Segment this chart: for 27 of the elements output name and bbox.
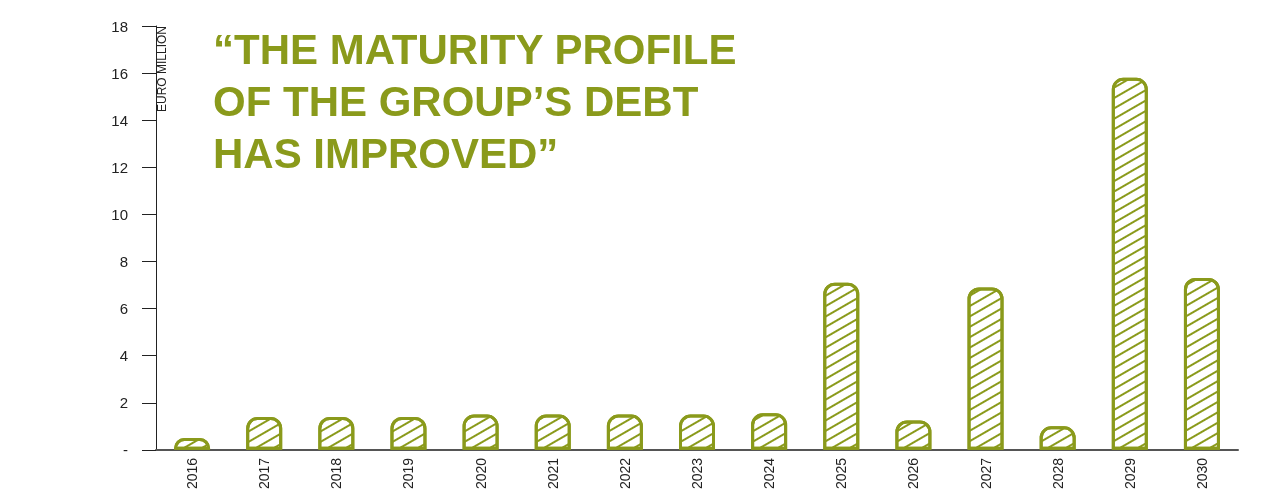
x-tick-label: 2016 xyxy=(184,457,201,490)
y-tick-label: 10 xyxy=(111,205,128,223)
y-tick-label: 16 xyxy=(111,64,128,82)
x-tick-label: 2021 xyxy=(544,457,561,490)
x-tick-label: 2027 xyxy=(977,457,994,490)
y-tick-label: - xyxy=(123,441,128,459)
x-tick-label: 2024 xyxy=(761,457,778,490)
x-tick-label: 2026 xyxy=(905,457,922,490)
x-tick-label: 2019 xyxy=(400,457,417,490)
x-tick-label: 2023 xyxy=(689,457,705,490)
x-tick-label: 2020 xyxy=(472,457,489,490)
x-tick-label: 2029 xyxy=(1121,457,1138,490)
y-tick-label: 8 xyxy=(119,252,128,270)
x-tick-label: 2028 xyxy=(1049,457,1066,490)
y-tick-label: 12 xyxy=(111,158,128,176)
x-tick-label: 2030 xyxy=(1193,457,1210,490)
x-tick-label: 2025 xyxy=(833,457,850,490)
y-axis-title: EURO MILLION xyxy=(155,26,169,113)
x-tick-label: 2022 xyxy=(616,457,633,490)
x-tick-label: 2018 xyxy=(328,457,345,490)
y-tick-label: 18 xyxy=(111,17,128,35)
y-tick-label: 14 xyxy=(111,111,128,129)
text: “THE MATURITY PROFILE OF THE GROUP’S DEBT HAS IMPROVED” xyxy=(213,25,749,177)
y-tick-label: 4 xyxy=(119,347,128,365)
x-tick-label: 2017 xyxy=(256,457,273,490)
y-tick-label: 6 xyxy=(119,300,128,318)
y-tick-label: 2 xyxy=(119,394,128,412)
